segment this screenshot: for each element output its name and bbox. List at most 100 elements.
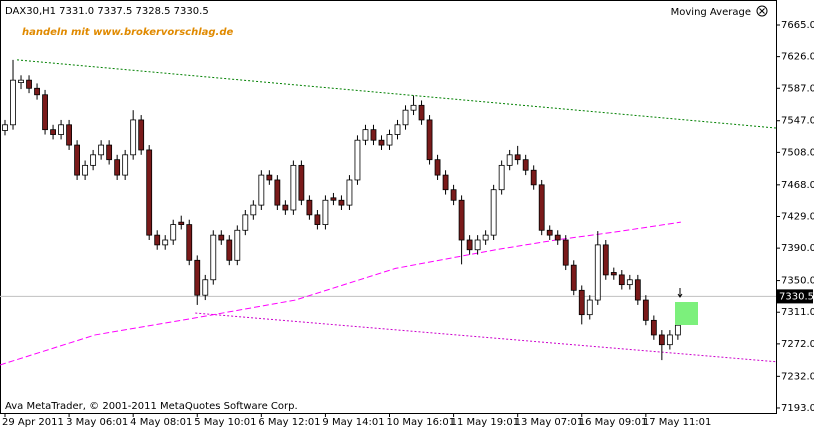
y-tick-label: 7547.0 — [781, 116, 814, 127]
candle-body — [570, 264, 577, 291]
candle-body — [274, 179, 281, 206]
candle-body — [362, 129, 369, 141]
candle-body — [618, 274, 625, 286]
current-price-box — [777, 289, 813, 304]
candle-body — [18, 79, 24, 84]
candle-body — [450, 189, 457, 201]
candle-body — [514, 154, 521, 161]
candle-body — [442, 174, 449, 191]
signal-box — [675, 302, 698, 325]
candle-body — [610, 272, 617, 276]
candle-body — [490, 189, 497, 236]
candle-body — [330, 197, 337, 201]
y-tick-label: 7587.0 — [781, 83, 814, 94]
candle-body — [178, 221, 185, 225]
candle-body — [114, 159, 121, 176]
candle-body — [386, 134, 393, 146]
candle-body — [530, 169, 537, 186]
y-tick-label: 7350.0 — [781, 276, 814, 287]
current-price-label: 7330.5 — [779, 291, 814, 302]
y-tick-label: 7272.0 — [781, 339, 814, 350]
x-tick-label: 29 Apr 2011 — [2, 417, 64, 428]
candle-body — [298, 164, 305, 201]
candle-body — [74, 144, 80, 176]
candle-body — [458, 199, 465, 241]
candle-body — [154, 234, 161, 246]
candle-body — [194, 259, 201, 296]
y-tick-label: 7429.0 — [781, 211, 814, 222]
candle-body — [546, 229, 553, 236]
candle-body — [58, 124, 64, 135]
y-tick-label: 7626.0 — [781, 52, 814, 63]
candle-body — [482, 234, 489, 241]
candle-body — [90, 154, 97, 166]
candle-body — [402, 109, 409, 126]
candle-body — [162, 239, 169, 246]
moving-average — [0, 221, 681, 366]
candle-body — [474, 239, 481, 251]
y-tick-label: 7390.0 — [781, 243, 814, 254]
x-tick-label: 17 May 11:01 — [643, 417, 712, 428]
chart-header: DAX30,H1 7331.0 7337.5 7328.5 7330.5 — [5, 6, 209, 17]
candle-body — [602, 244, 609, 276]
candle-body — [26, 79, 32, 89]
candle-body — [234, 229, 241, 261]
candle-body — [282, 204, 289, 211]
candle-body — [226, 239, 233, 261]
candle-body — [650, 319, 657, 336]
candle-body — [674, 324, 681, 336]
signal-arrow — [677, 288, 683, 298]
candle-body — [658, 334, 665, 346]
y-tick-label: 7665.0 — [781, 20, 814, 31]
candle-body — [98, 144, 105, 156]
candle-body — [346, 179, 353, 206]
candle-body — [522, 159, 529, 171]
footer: Ava MetaTrader, © 2001-2011 MetaQuotes S… — [5, 401, 298, 412]
candle-body — [498, 164, 505, 191]
candle-body — [314, 214, 321, 225]
candle-body — [578, 289, 585, 316]
y-tick-label: 7232.0 — [781, 371, 814, 382]
candle-body — [250, 204, 257, 216]
candle-body — [378, 139, 385, 146]
candle-body — [186, 224, 193, 261]
candle-body — [554, 234, 561, 241]
candle-body — [258, 174, 265, 206]
candle-body — [306, 199, 313, 216]
candle-body — [34, 87, 40, 96]
candle-body — [82, 164, 89, 176]
candle-body — [266, 174, 273, 181]
x-tick-label: 10 May 16:01 — [387, 417, 456, 428]
close-icon[interactable] — [756, 5, 768, 17]
annotation: handeln mit www.brokervorschlag.de — [22, 27, 234, 38]
candle-body — [42, 94, 48, 131]
candle-body — [466, 239, 473, 251]
indicator-name: Moving Average — [671, 7, 751, 18]
candle-body — [562, 239, 569, 266]
plot-frame — [0, 0, 777, 414]
candle-body — [338, 199, 345, 206]
candle-body — [322, 199, 329, 225]
candle-body — [370, 129, 377, 141]
x-tick-label: 6 May 12:01 — [258, 417, 320, 428]
candle-body — [130, 119, 137, 156]
candle-body — [202, 279, 209, 296]
candle-body — [210, 234, 217, 281]
candle-body — [394, 124, 401, 135]
candle-body — [122, 154, 129, 176]
candle-body — [138, 119, 145, 151]
candle-body — [506, 154, 513, 166]
candle-body — [626, 279, 633, 286]
candle-body — [10, 79, 16, 126]
candle-body — [594, 244, 601, 301]
trendline — [16, 59, 777, 129]
x-tick-label: 5 May 10:01 — [194, 417, 256, 428]
candle-body — [218, 234, 225, 241]
candle-body — [66, 124, 72, 146]
candle-body — [426, 119, 433, 161]
x-tick-label: 16 May 09:01 — [579, 417, 648, 428]
x-tick-label: 4 May 08:01 — [130, 417, 192, 428]
y-tick-label: 7508.0 — [781, 147, 814, 158]
